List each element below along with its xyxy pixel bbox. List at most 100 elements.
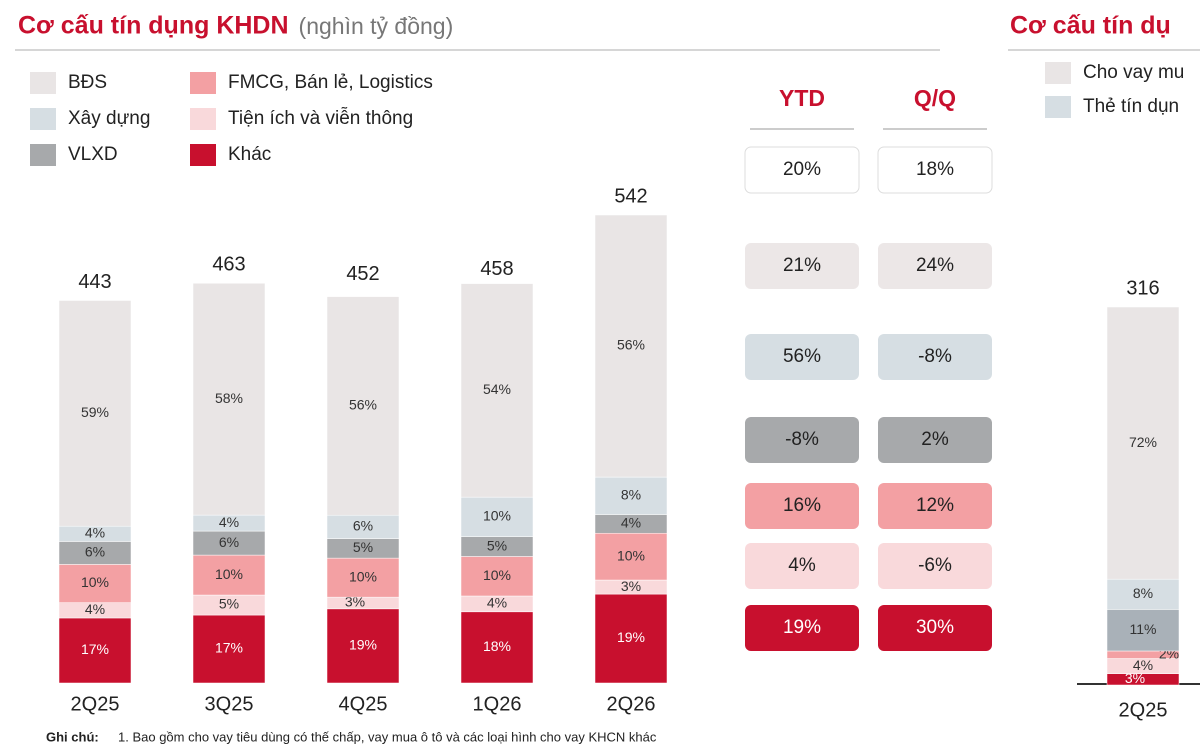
table-value: 19% bbox=[783, 617, 821, 638]
category-label: 2Q25 bbox=[71, 693, 120, 715]
note-label: Ghi chú: bbox=[46, 729, 99, 744]
segment-label: 8% bbox=[1133, 585, 1153, 601]
table-cell bbox=[878, 483, 992, 529]
segment-label: 59% bbox=[81, 404, 109, 420]
table-cell bbox=[878, 243, 992, 289]
table-cell bbox=[745, 543, 859, 589]
segment-label: 19% bbox=[617, 629, 645, 645]
table-value: 21% bbox=[783, 255, 821, 276]
segment-label: 6% bbox=[219, 534, 239, 550]
segment-label: 18% bbox=[483, 638, 511, 654]
table-value: 56% bbox=[783, 346, 821, 367]
table-cell bbox=[878, 543, 992, 589]
segment-label: 19% bbox=[349, 637, 377, 653]
segment-label: 5% bbox=[353, 539, 373, 555]
legend-label: FMCG, Bán lẻ, Logistics bbox=[228, 72, 433, 93]
segment-label: 58% bbox=[215, 390, 243, 406]
table-header: Q/Q bbox=[914, 85, 956, 111]
table-cell bbox=[745, 605, 859, 651]
legend-label: Tiện ích và viễn thông bbox=[228, 107, 413, 129]
segment-label: 6% bbox=[85, 544, 105, 560]
legend-swatch bbox=[190, 108, 216, 130]
legend-swatch bbox=[30, 72, 56, 94]
table-value: -8% bbox=[918, 346, 952, 367]
segment-label: 10% bbox=[617, 547, 645, 563]
table-value: 30% bbox=[916, 617, 954, 638]
table-cell bbox=[745, 483, 859, 529]
bar-segment bbox=[326, 296, 400, 516]
total-label: 452 bbox=[346, 263, 379, 285]
table-value: 12% bbox=[916, 495, 954, 516]
table-value: 18% bbox=[916, 159, 954, 180]
table-cell bbox=[878, 417, 992, 463]
segment-label: 3% bbox=[1125, 670, 1145, 686]
segment-label: 10% bbox=[215, 566, 243, 582]
legend-swatch bbox=[30, 108, 56, 130]
total-label: 443 bbox=[78, 271, 111, 293]
bar-segment bbox=[58, 617, 132, 684]
legend-label: BĐS bbox=[68, 72, 107, 93]
table-cell bbox=[745, 243, 859, 289]
table-cell bbox=[745, 334, 859, 380]
total-label: 542 bbox=[614, 185, 647, 207]
category-label: 3Q25 bbox=[205, 693, 254, 715]
legend-swatch bbox=[190, 144, 216, 166]
bar-segment bbox=[594, 593, 668, 684]
segment-label: 4% bbox=[1133, 657, 1153, 673]
segment-label: 4% bbox=[219, 514, 239, 530]
category-label: 1Q26 bbox=[473, 693, 522, 715]
segment-label: 10% bbox=[483, 567, 511, 583]
segment-label: 72% bbox=[1129, 434, 1157, 450]
legend-swatch bbox=[1045, 62, 1071, 84]
table-cell bbox=[878, 605, 992, 651]
bar-segment bbox=[58, 564, 132, 603]
table-value: 16% bbox=[783, 495, 821, 516]
table-cell bbox=[744, 146, 860, 194]
table-value: 24% bbox=[916, 255, 954, 276]
table-cell bbox=[745, 417, 859, 463]
table-value: 20% bbox=[783, 159, 821, 180]
bar-segment bbox=[58, 300, 132, 527]
segment-label: 8% bbox=[621, 487, 641, 503]
segment-label: 4% bbox=[487, 595, 507, 611]
legend-swatch bbox=[190, 72, 216, 94]
bar-segment bbox=[192, 614, 266, 684]
chart-title: Cơ cấu tín dụ bbox=[1010, 12, 1171, 40]
segment-label: 5% bbox=[487, 537, 507, 553]
segment-label: 10% bbox=[349, 568, 377, 584]
bar-segment bbox=[594, 476, 668, 515]
bar-segment bbox=[460, 283, 534, 498]
bar-segment bbox=[326, 557, 400, 598]
segment-label: 10% bbox=[483, 508, 511, 524]
segment-label: 3% bbox=[621, 578, 641, 594]
legend-label: Cho vay mu bbox=[1083, 62, 1184, 83]
total-label: 463 bbox=[212, 253, 245, 275]
total-label: 458 bbox=[480, 258, 513, 280]
segment-label: 6% bbox=[353, 518, 373, 534]
bar-segment bbox=[1106, 306, 1180, 580]
bar-segment bbox=[192, 282, 266, 516]
note-text: 1. Bao gồm cho vay tiêu dùng có thế chấp… bbox=[118, 729, 657, 744]
segment-label: 56% bbox=[349, 397, 377, 413]
table-value: 4% bbox=[788, 555, 816, 576]
bar-segment bbox=[594, 214, 668, 478]
table-header: YTD bbox=[779, 85, 825, 111]
segment-label: 54% bbox=[483, 381, 511, 397]
total-label: 316 bbox=[1126, 277, 1159, 299]
segment-label: 56% bbox=[617, 337, 645, 353]
table-cell bbox=[878, 334, 992, 380]
table-value: -8% bbox=[785, 429, 819, 450]
bar-segment bbox=[460, 496, 534, 537]
bar-segment bbox=[326, 608, 400, 684]
category-label: 2Q26 bbox=[607, 693, 656, 715]
category-label: 2Q25 bbox=[1119, 699, 1168, 721]
segment-label: 4% bbox=[85, 525, 105, 541]
table-value: 2% bbox=[921, 429, 949, 450]
legend-label: Khác bbox=[228, 144, 271, 165]
legend-label: Thẻ tín dụn bbox=[1083, 96, 1179, 117]
segment-label: 3% bbox=[345, 594, 365, 610]
legend-label: Xây dựng bbox=[68, 108, 150, 129]
bar-segment bbox=[192, 554, 266, 596]
legend-label: VLXD bbox=[68, 144, 118, 165]
